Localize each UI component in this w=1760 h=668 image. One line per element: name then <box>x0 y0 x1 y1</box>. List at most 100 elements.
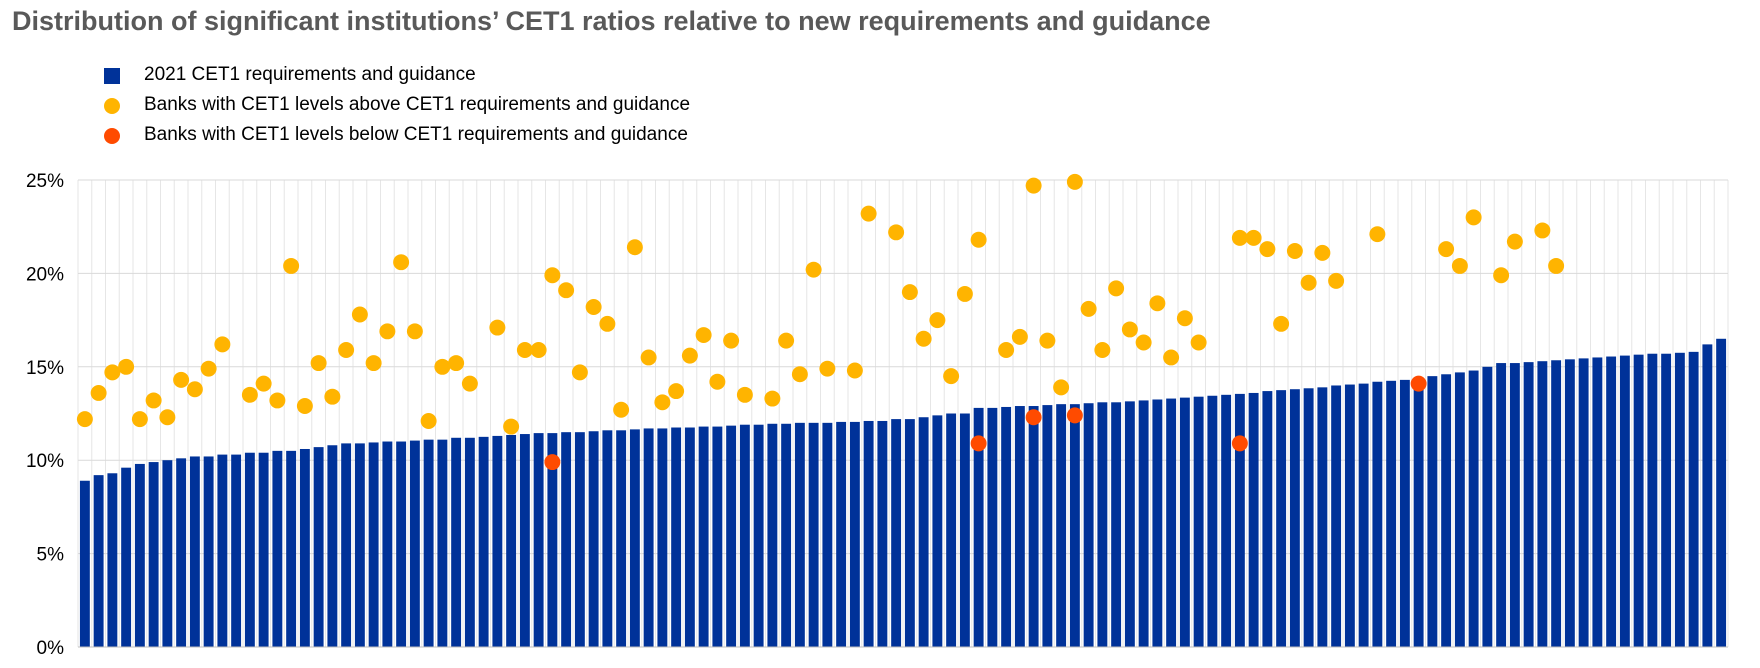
bank-point-above <box>626 239 643 256</box>
bank-point-above <box>76 411 93 428</box>
requirement-bar <box>478 436 489 647</box>
bank-point-above <box>255 375 272 392</box>
chart-title: Distribution of significant institutions… <box>12 6 1211 36</box>
requirement-bar <box>1069 404 1080 647</box>
requirement-bar <box>1317 387 1328 647</box>
requirement-bar <box>1152 399 1163 647</box>
bank-point-above <box>1314 244 1331 261</box>
requirement-bar <box>574 432 585 647</box>
requirement-bar <box>492 435 503 647</box>
requirement-bar <box>1454 372 1465 647</box>
bank-point-above <box>393 254 410 271</box>
bank-point-below <box>1066 407 1083 424</box>
bank-point-above <box>1506 233 1523 250</box>
requirement-bar <box>313 447 324 647</box>
requirement-bar <box>781 423 792 647</box>
requirement-bar <box>753 424 764 647</box>
requirement-bar <box>1427 376 1438 647</box>
bank-point-above <box>736 386 753 403</box>
requirement-bar <box>1482 366 1493 647</box>
legend-circle-marker-above <box>104 98 120 114</box>
bank-point-above <box>1039 332 1056 349</box>
bank-point-above <box>709 373 726 390</box>
requirement-bar <box>1014 406 1025 647</box>
bank-point-above <box>1080 300 1097 317</box>
requirement-bar <box>437 439 448 647</box>
requirement-bar <box>533 433 544 647</box>
requirement-bar <box>726 425 737 647</box>
requirement-bar <box>629 429 640 647</box>
requirement-bar <box>1097 402 1108 647</box>
requirement-bar <box>341 443 352 647</box>
requirement-bar <box>547 433 558 647</box>
bank-point-above <box>1011 328 1028 345</box>
requirement-bar <box>767 423 778 647</box>
requirement-bar <box>1413 378 1424 647</box>
bank-point-above <box>1190 334 1207 351</box>
requirement-bar <box>148 462 159 647</box>
y-tick-label: 5% <box>37 545 65 566</box>
requirement-bar <box>643 428 654 647</box>
bank-point-above <box>1176 310 1193 327</box>
bank-point-above <box>943 368 960 385</box>
bank-point-above <box>145 392 162 409</box>
requirement-bar <box>849 421 860 647</box>
requirement-bar <box>1399 379 1410 647</box>
requirement-bar <box>1619 355 1630 647</box>
y-tick-label: 10% <box>26 451 64 472</box>
requirement-bar <box>1207 395 1218 647</box>
bank-point-above <box>186 381 203 398</box>
requirement-bar <box>1509 363 1520 647</box>
bank-point-above <box>489 319 506 336</box>
bank-point-above <box>1493 267 1510 284</box>
bank-point-above <box>461 375 478 392</box>
bank-point-above <box>1259 241 1276 258</box>
requirement-bar <box>1633 354 1644 647</box>
legend-label-below: Banks with CET1 levels below CET1 requir… <box>144 124 688 145</box>
requirement-bar <box>176 458 187 647</box>
bank-point-above <box>888 224 905 241</box>
bank-point-above <box>365 355 382 372</box>
bank-point-below <box>544 454 561 471</box>
requirement-bar <box>1606 356 1617 647</box>
bank-point-above <box>929 312 946 329</box>
requirement-bar <box>1661 353 1672 647</box>
requirement-bar <box>506 434 517 647</box>
requirement-bar <box>244 452 255 647</box>
bank-point-above <box>1369 226 1386 243</box>
bank-point-above <box>283 257 300 274</box>
bank-point-above <box>516 342 533 358</box>
requirement-bar <box>1083 403 1094 647</box>
requirement-bar <box>1042 405 1053 647</box>
requirement-bar <box>1331 385 1342 647</box>
bank-point-above <box>1548 257 1565 274</box>
bank-point-above <box>296 398 313 415</box>
requirement-bar <box>1372 381 1383 647</box>
requirement-bar <box>1221 394 1232 647</box>
bank-point-above <box>915 330 932 347</box>
bank-point-above <box>640 349 657 366</box>
requirement-bar <box>464 437 475 647</box>
requirement-bar <box>1647 353 1658 647</box>
bank-point-above <box>1328 272 1345 289</box>
bank-point-above <box>434 358 451 375</box>
requirement-bar <box>684 427 695 647</box>
bank-point-above <box>1135 334 1152 351</box>
requirement-bar <box>712 426 723 647</box>
requirement-bar <box>1688 351 1699 647</box>
bank-point-above <box>406 323 423 340</box>
bank-point-above <box>104 364 121 381</box>
bank-point-above <box>379 323 396 340</box>
requirement-bar <box>299 448 310 647</box>
bank-point-above <box>1300 274 1317 291</box>
requirement-bar <box>698 426 709 647</box>
requirement-bar <box>1138 400 1149 647</box>
requirement-bar <box>217 454 228 647</box>
requirement-bar <box>1234 393 1245 647</box>
requirement-bar <box>794 422 805 647</box>
requirement-bar <box>1386 380 1397 647</box>
requirement-bar <box>396 441 407 647</box>
requirement-bar <box>561 432 572 647</box>
requirement-bar <box>368 442 379 647</box>
